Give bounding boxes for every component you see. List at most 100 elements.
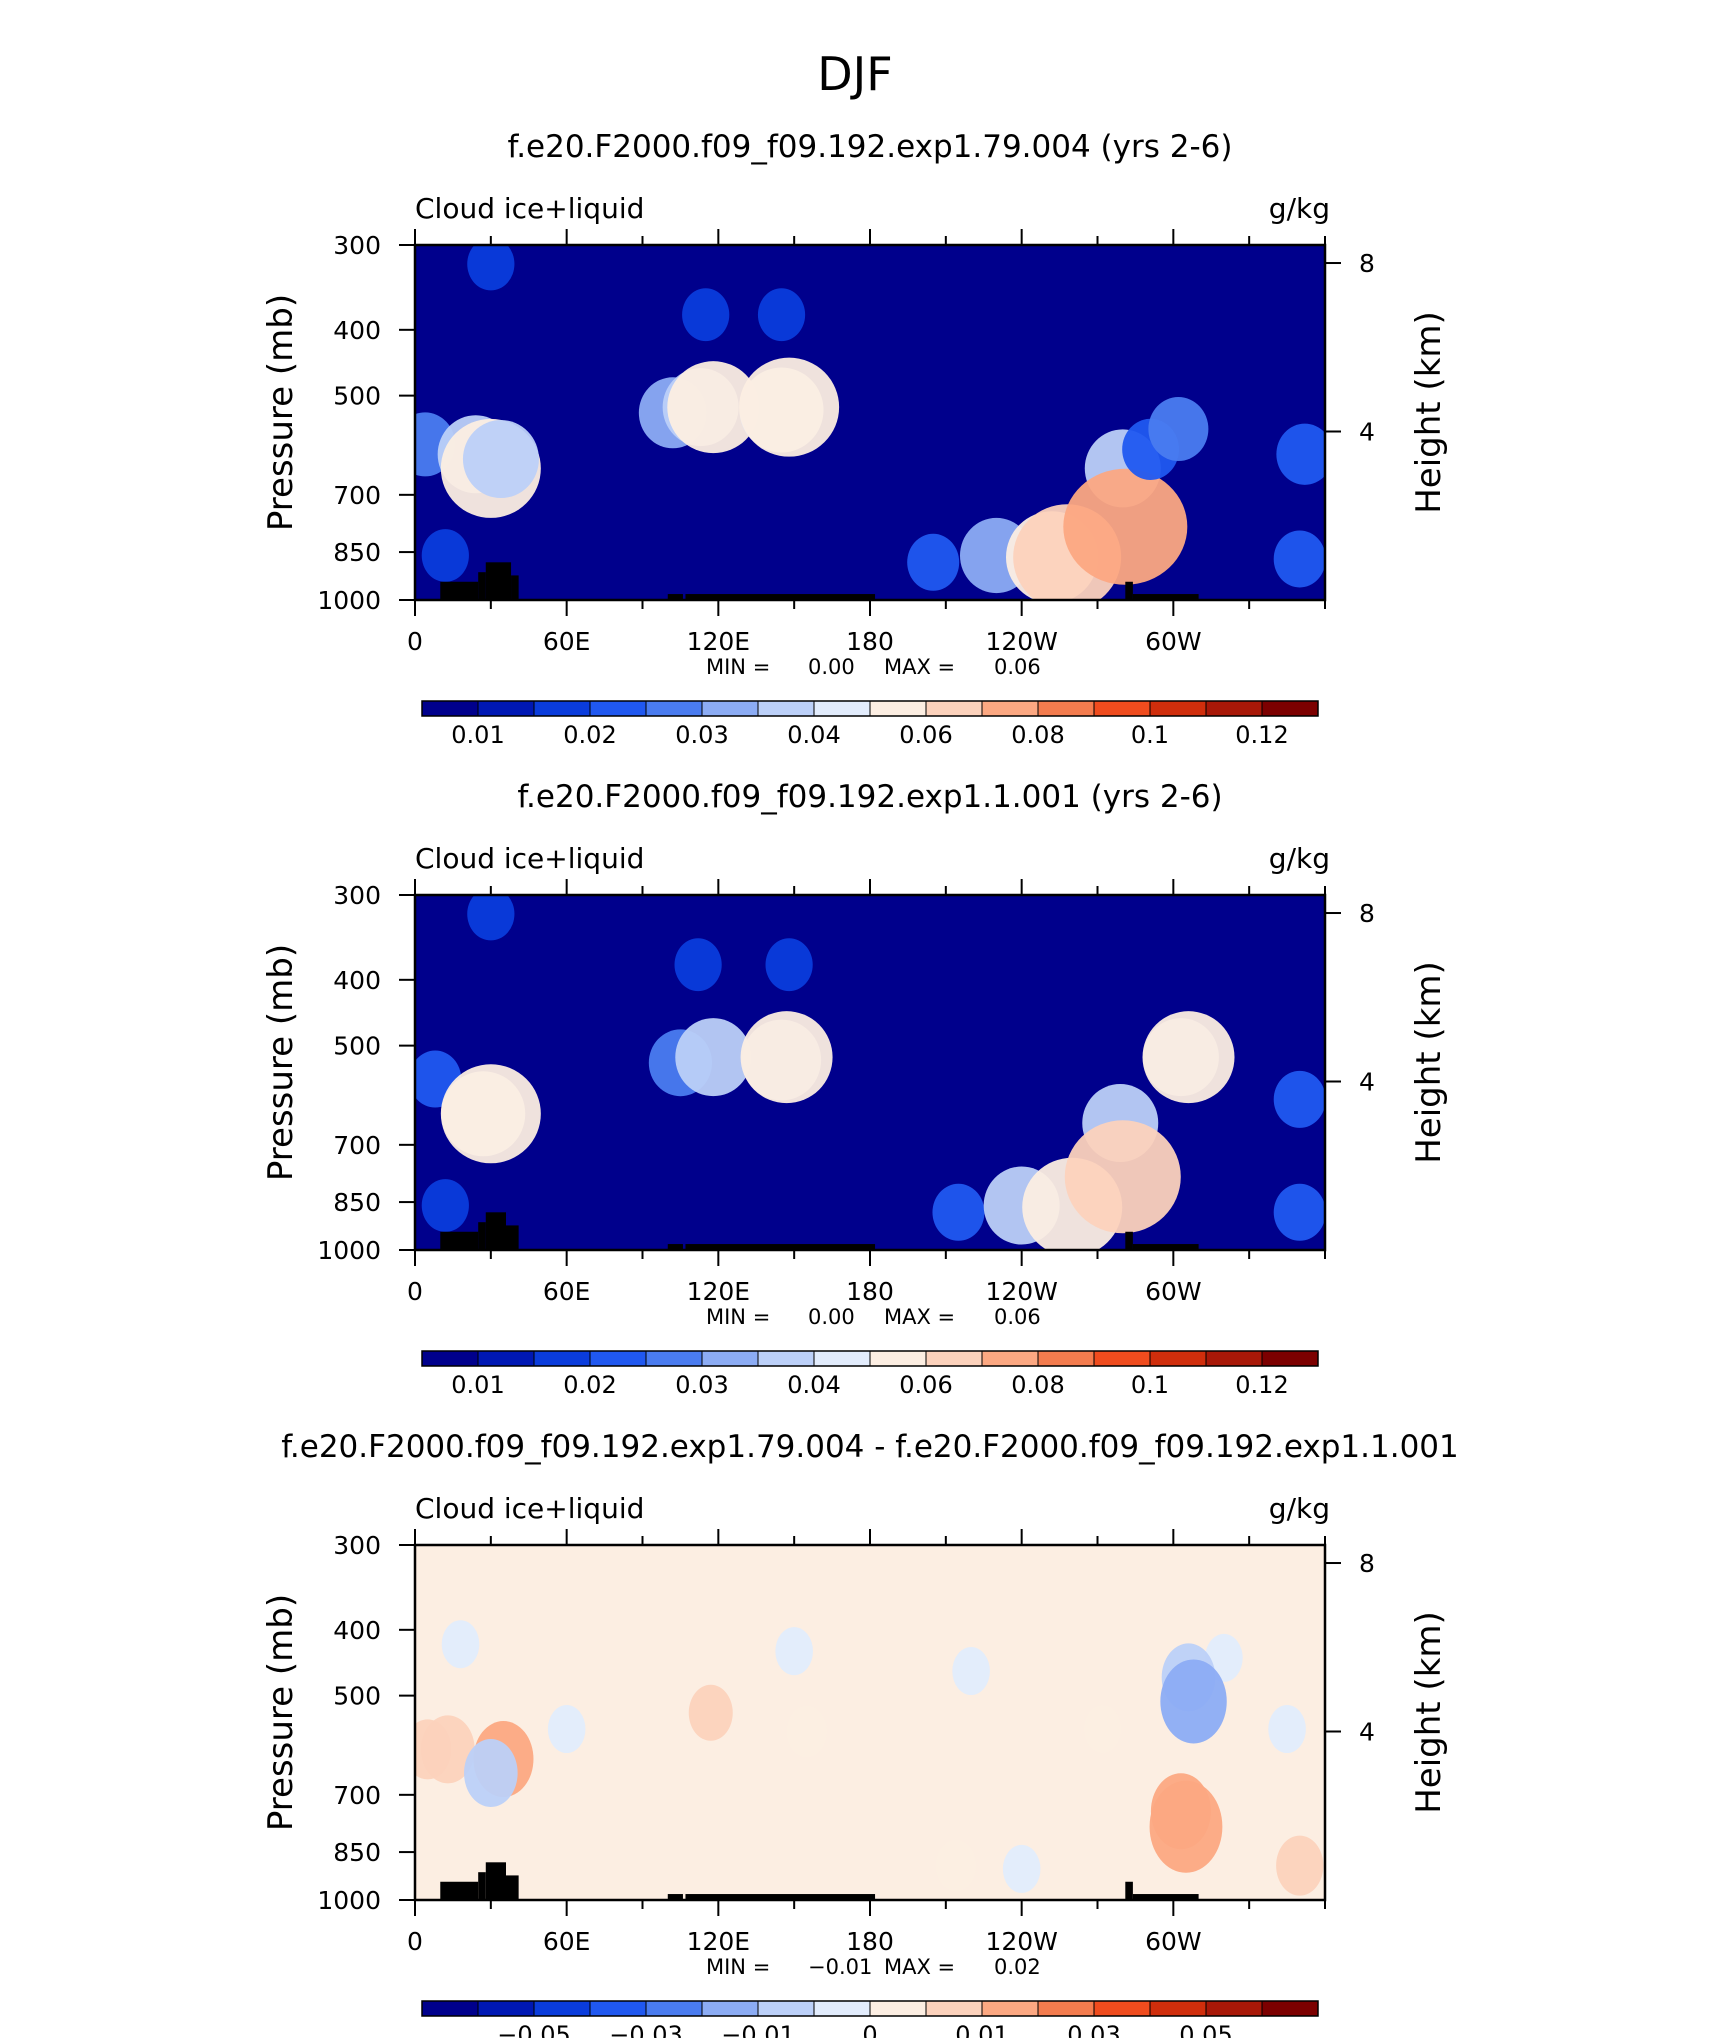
colorbar-label: 0.06 bbox=[899, 1371, 952, 1399]
y-tick-label: 700 bbox=[333, 481, 381, 510]
colorbar-box bbox=[981, 700, 1039, 717]
colorbar-label: 0.01 bbox=[451, 1371, 504, 1399]
y2-tick-label: 8 bbox=[1359, 899, 1375, 928]
colorbar-label: 0.02 bbox=[563, 1371, 616, 1399]
contour-region bbox=[1142, 1011, 1235, 1104]
colorbar-box bbox=[589, 700, 647, 717]
colorbar-frame bbox=[421, 2000, 1319, 2017]
land-mask bbox=[485, 562, 512, 600]
field-label: Cloud ice+liquid bbox=[415, 1492, 644, 1525]
y-tick-label: 500 bbox=[333, 1682, 381, 1711]
colorbar-box bbox=[477, 1350, 535, 1367]
contour-region bbox=[952, 1647, 990, 1696]
land-mask bbox=[1125, 1231, 1133, 1250]
colorbar-label: −0.03 bbox=[609, 2021, 683, 2038]
y-tick-label: 700 bbox=[333, 1781, 381, 1810]
panel-title: f.e20.F2000.f09_f09.192.exp1.79.004 (yrs… bbox=[508, 129, 1233, 165]
y-axis-label: Pressure (mb) bbox=[261, 944, 301, 1181]
colorbar-box bbox=[477, 700, 535, 717]
land-mask bbox=[1132, 1244, 1199, 1250]
colorbar-label: 0.03 bbox=[675, 721, 728, 749]
colorbar-box bbox=[589, 2000, 647, 2017]
colorbar-box bbox=[533, 700, 591, 717]
colorbar-box bbox=[645, 700, 703, 717]
colorbar-frame bbox=[421, 1350, 1319, 1367]
land-mask bbox=[506, 1875, 519, 1900]
colorbar-box bbox=[925, 2000, 983, 2017]
colorbar-box bbox=[533, 1350, 591, 1367]
y2-axis-label: Height (km) bbox=[1409, 961, 1449, 1164]
colorbar-box bbox=[1205, 1350, 1263, 1367]
colorbar-label: 0 bbox=[862, 2021, 877, 2038]
x-tick-label: 120E bbox=[687, 1277, 751, 1306]
contour-region bbox=[682, 288, 730, 342]
land-mask bbox=[440, 1881, 479, 1900]
max-value: 0.06 bbox=[994, 655, 1041, 679]
colorbar-box bbox=[1149, 2000, 1207, 2017]
contour-region bbox=[467, 895, 515, 941]
colorbar-box bbox=[1261, 700, 1319, 717]
colorbar-label: 0.03 bbox=[675, 1371, 728, 1399]
max-value: 0.06 bbox=[994, 1305, 1041, 1329]
x-tick-label: 0 bbox=[407, 1927, 423, 1956]
colorbar-box bbox=[757, 2000, 815, 2017]
colorbar-label: 0.12 bbox=[1235, 721, 1288, 749]
contour-region bbox=[1273, 1183, 1325, 1241]
x-tick-label: 60E bbox=[543, 1927, 591, 1956]
land-mask bbox=[511, 575, 519, 600]
land-mask bbox=[478, 572, 486, 600]
colorbar-box bbox=[701, 2000, 759, 2017]
contour-region bbox=[467, 245, 515, 291]
chart-panel-3: f.e20.F2000.f09_f09.192.exp1.79.004 - f.… bbox=[261, 1429, 1459, 2038]
colorbar-box bbox=[1037, 700, 1095, 717]
colorbar-label: 0.1 bbox=[1131, 1371, 1169, 1399]
colorbar-box bbox=[1093, 1350, 1151, 1367]
colorbar-box bbox=[1261, 1350, 1319, 1367]
land-mask bbox=[685, 1894, 876, 1900]
contour-region bbox=[765, 938, 813, 992]
colorbar-label: 0.01 bbox=[451, 721, 504, 749]
colorbar-box bbox=[981, 1350, 1039, 1367]
land-mask bbox=[485, 1212, 506, 1250]
y-tick-label: 700 bbox=[333, 1131, 381, 1160]
colorbar-box bbox=[1261, 2000, 1319, 2017]
panel-title: f.e20.F2000.f09_f09.192.exp1.79.004 - f.… bbox=[281, 1429, 1459, 1465]
contour-region bbox=[688, 1684, 733, 1741]
contour-region bbox=[932, 1183, 985, 1241]
colorbar-box bbox=[757, 1350, 815, 1367]
x-tick-label: 0 bbox=[407, 1277, 423, 1306]
max-label: MAX = bbox=[884, 1955, 955, 1979]
min-label: MIN = bbox=[706, 655, 770, 679]
land-mask bbox=[1125, 581, 1133, 600]
colorbar-box bbox=[421, 700, 479, 717]
land-mask bbox=[667, 1894, 683, 1900]
min-value: −0.01 bbox=[808, 1955, 872, 1979]
colorbar-box bbox=[701, 1350, 759, 1367]
colorbar-box bbox=[869, 1350, 927, 1367]
y-tick-label: 400 bbox=[333, 316, 381, 345]
contour-region bbox=[547, 1705, 586, 1754]
contour-region bbox=[462, 420, 539, 499]
contour-region bbox=[675, 1018, 752, 1097]
contour-region bbox=[1063, 468, 1188, 585]
y-tick-label: 500 bbox=[333, 1032, 381, 1061]
y2-tick-label: 4 bbox=[1359, 1068, 1375, 1097]
colorbar-box bbox=[421, 1350, 479, 1367]
x-tick-label: 60E bbox=[543, 1277, 591, 1306]
max-label: MAX = bbox=[884, 655, 955, 679]
colorbar-label: −0.05 bbox=[497, 2021, 571, 2038]
y-tick-label: 1000 bbox=[317, 1236, 381, 1265]
contour-region bbox=[1149, 1780, 1223, 1873]
land-mask bbox=[478, 1222, 486, 1250]
x-tick-label: 120E bbox=[687, 1927, 751, 1956]
contour-region bbox=[907, 533, 960, 591]
field-label: Cloud ice+liquid bbox=[415, 192, 644, 225]
y-tick-label: 850 bbox=[333, 1838, 381, 1867]
colorbar-box bbox=[813, 2000, 871, 2017]
y-tick-label: 300 bbox=[333, 881, 381, 910]
colorbar-box bbox=[645, 2000, 703, 2017]
contour-field bbox=[415, 1545, 1325, 1900]
colorbar-frame bbox=[421, 700, 1319, 717]
land-mask bbox=[440, 1231, 479, 1250]
